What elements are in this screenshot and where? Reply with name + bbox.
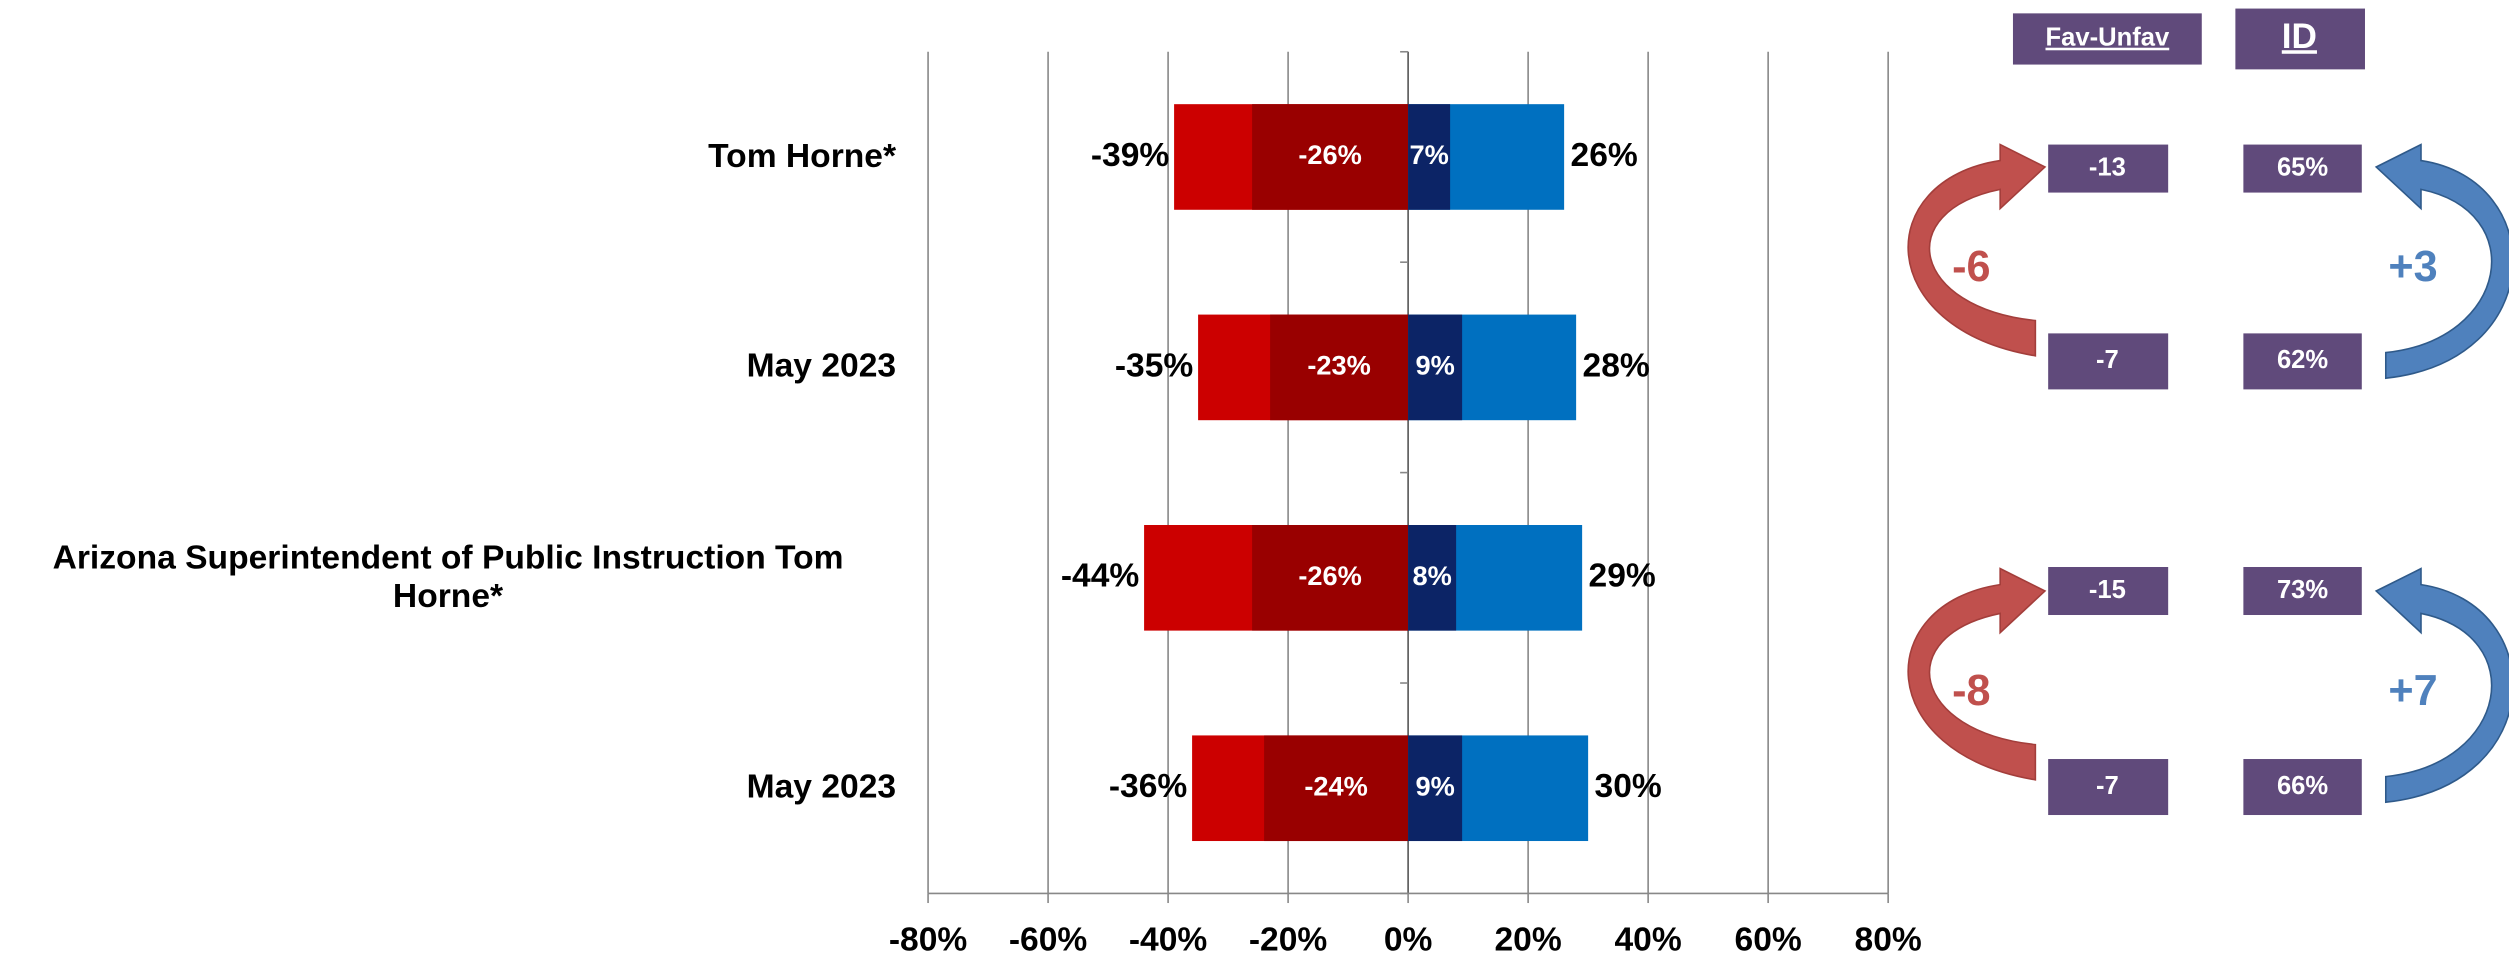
x-tick-label: 20% — [1494, 921, 1561, 958]
category-label-box: May 2023 — [0, 311, 896, 423]
x-tick-label: -60% — [1009, 921, 1087, 958]
category-label: Arizona Superintendent of Public Instruc… — [52, 539, 844, 615]
header-box — [2012, 13, 2202, 65]
arrow-group — [1907, 143, 2509, 380]
value-label: -44% — [1061, 558, 1139, 595]
value-label: 30% — [1595, 768, 1662, 805]
fav-unfav-change: -6 — [1952, 243, 1990, 291]
fav-unfav-box — [2048, 333, 2169, 390]
value-label: 9% — [1415, 350, 1454, 381]
fav-unfav-box — [2048, 144, 2169, 193]
value-label: 7% — [1409, 139, 1448, 170]
id-value: 62% — [2277, 346, 2328, 374]
category-label-wrap: Arizona Superintendent of Public Instruc… — [0, 522, 896, 634]
value-label: -26% — [1298, 139, 1361, 170]
bar — [1264, 735, 1409, 842]
fav-unfav-value: -7 — [2096, 772, 2119, 800]
value-label: -36% — [1109, 768, 1187, 805]
x-tick-label: 40% — [1615, 921, 1682, 958]
category-label-wrap: May 2023 — [0, 311, 896, 423]
id-value: 73% — [2277, 576, 2328, 604]
fav-unfav-value: -15 — [2089, 576, 2126, 604]
category-label-wrap: May 2023 — [0, 732, 896, 844]
grid: -80% -60% -40% -20% 0% 20% 40% 60% 80% — [889, 50, 1922, 958]
value-label: 28% — [1583, 347, 1650, 384]
id-arrow — [2374, 143, 2509, 380]
category-label-box: Tom Horne* — [0, 101, 896, 213]
id-value: 65% — [2277, 153, 2328, 181]
id-box — [2243, 144, 2362, 193]
fav-unfav-arrow — [1907, 567, 2047, 781]
fav-unfav-box — [2048, 567, 2169, 616]
id-arrow — [2374, 567, 2509, 804]
x-tick-label: 60% — [1735, 921, 1802, 958]
arrow-group — [1907, 567, 2509, 804]
header: Fav-Unfav — [2046, 24, 2170, 52]
value-label: -35% — [1115, 347, 1193, 384]
value-label: 8% — [1412, 560, 1451, 591]
header: ID — [2282, 17, 2317, 56]
category-label: May 2023 — [746, 348, 897, 385]
bar — [1252, 104, 1409, 210]
id-box — [2243, 567, 2362, 616]
bar — [1408, 314, 1463, 421]
category-label-box: May 2023 — [0, 732, 896, 844]
category-label: Tom Horne* — [708, 137, 897, 175]
arrows — [1907, 143, 2509, 804]
value-label: -39% — [1091, 137, 1169, 174]
category-label-wrap: Tom Horne* — [0, 101, 896, 213]
id-change: +3 — [2388, 243, 2437, 291]
x-tick-label: -40% — [1129, 921, 1207, 958]
id-change: +7 — [2388, 667, 2437, 715]
fav-unfav-box — [2048, 759, 2169, 816]
category-label: May 2023 — [746, 769, 897, 806]
category-label-box: Arizona Superintendent of Public Instruc… — [0, 522, 896, 634]
bar — [1408, 735, 1463, 842]
id-box — [2243, 333, 2362, 390]
bar — [1270, 314, 1409, 421]
fav-unfav-value: -13 — [2089, 153, 2126, 181]
id-value: 66% — [2277, 772, 2328, 800]
x-tick-label: 0% — [1384, 921, 1433, 958]
value-label: 9% — [1415, 770, 1454, 801]
value-label: 26% — [1571, 137, 1638, 174]
value-label: -23% — [1307, 350, 1370, 381]
value-label: -26% — [1298, 560, 1361, 591]
bar — [1408, 104, 1451, 210]
fav-unfav-arrow — [1907, 143, 2047, 357]
bar — [1408, 525, 1457, 631]
value-label: -24% — [1304, 770, 1367, 801]
fav-unfav-value: -7 — [2096, 346, 2119, 374]
header-box — [2235, 8, 2365, 70]
x-tick-label: 80% — [1855, 921, 1922, 958]
bar — [1252, 525, 1409, 631]
value-label: 29% — [1589, 558, 1656, 595]
fav-unfav-change: -8 — [1952, 667, 1990, 715]
id-box — [2243, 759, 2362, 816]
x-tick-label: -20% — [1249, 921, 1327, 958]
x-tick-label: -80% — [889, 921, 967, 958]
